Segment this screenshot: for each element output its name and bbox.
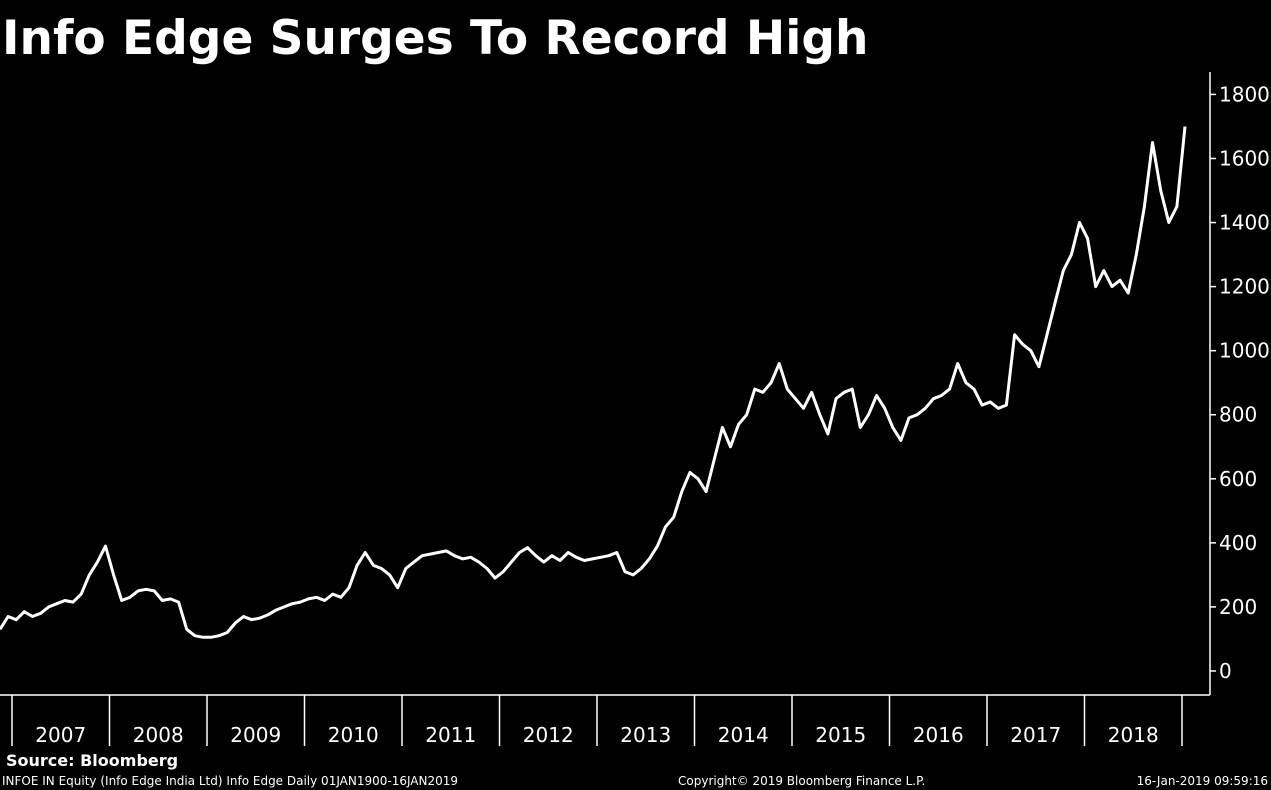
x-tick-label: 2009 [230, 723, 281, 747]
y-tick-label: 0 [1219, 659, 1232, 683]
y-tick-label: 600 [1219, 467, 1257, 491]
copyright: Copyright© 2019 Bloomberg Finance L.P. [678, 774, 925, 788]
x-tick-label: 2014 [718, 723, 769, 747]
price-line [0, 126, 1187, 639]
y-tick-label: 1200 [1219, 275, 1270, 299]
x-tick-label: 2008 [133, 723, 184, 747]
y-tick-label: 400 [1219, 531, 1257, 555]
x-tick-label: 2017 [1010, 723, 1061, 747]
x-tick-label: 2012 [523, 723, 574, 747]
source: Source: Bloomberg [6, 751, 178, 770]
x-tick-label: 2013 [620, 723, 671, 747]
y-tick-label: 1400 [1219, 211, 1270, 235]
y-tick-label: 1600 [1219, 146, 1270, 170]
x-tick-label: 2007 [35, 723, 86, 747]
y-tick-label: 800 [1219, 403, 1257, 427]
timestamp: 16-Jan-2019 09:59:16 [1137, 774, 1268, 788]
x-tick-label: 2016 [913, 723, 964, 747]
ticker-info: INFOE IN Equity (Info Edge India Ltd) In… [2, 774, 458, 788]
y-tick-label: 1800 [1219, 82, 1270, 106]
x-tick-label: 2010 [328, 723, 379, 747]
chart-title: Info Edge Surges To Record High [2, 11, 868, 66]
x-tick-label: 2018 [1108, 723, 1159, 747]
x-tick-label: 2011 [425, 723, 476, 747]
y-tick-label: 1000 [1219, 339, 1270, 363]
x-tick-label: 2015 [815, 723, 866, 747]
y-tick-label: 200 [1219, 595, 1257, 619]
